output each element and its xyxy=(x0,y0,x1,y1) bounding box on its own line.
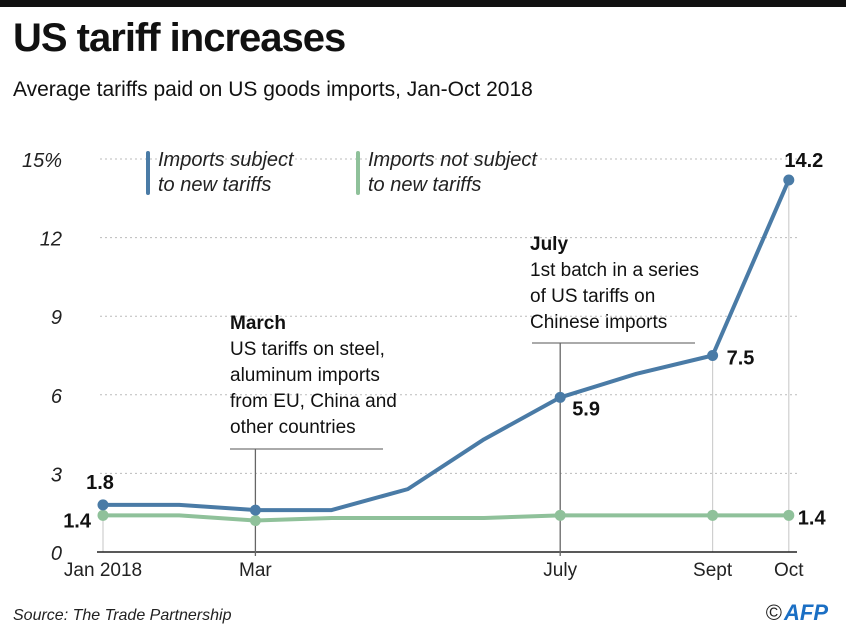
data-label: 1.4 xyxy=(63,510,92,532)
y-tick-label: 9 xyxy=(51,307,62,329)
legend-label: to new tariffs xyxy=(158,174,271,196)
source-note: Source: The Trade Partnership xyxy=(13,607,232,624)
y-tick-label: 3 xyxy=(51,464,62,486)
x-axis-ticks: Jan 2018 Mar July Sept Oct xyxy=(64,560,804,581)
annotation-text: aluminum imports xyxy=(230,365,380,386)
y-tick-label: 12 xyxy=(40,229,62,251)
legend-label: Imports subject xyxy=(158,149,295,171)
annotation-heading: March xyxy=(230,313,286,334)
afp-logo: ©AFP xyxy=(766,600,828,626)
data-point xyxy=(249,515,261,527)
x-tick-label: Sept xyxy=(693,560,733,581)
data-label: 14.2 xyxy=(784,150,823,172)
annotation-text: US tariffs on steel, xyxy=(230,339,385,360)
data-labels: 1.8 5.9 7.5 14.2 1.4 1.4 xyxy=(63,150,826,532)
annotation-text: 1st batch in a series xyxy=(530,260,699,281)
gridlines xyxy=(100,158,800,474)
data-point xyxy=(249,504,261,516)
legend-label: to new tariffs xyxy=(368,174,481,196)
y-tick-label: 0 xyxy=(51,543,62,565)
legend: Imports subject to new tariffs Imports not… xyxy=(146,149,538,196)
data-point xyxy=(707,350,719,361)
top-bar xyxy=(0,0,846,7)
data-point xyxy=(97,499,109,511)
data-point xyxy=(97,509,109,521)
series-lines xyxy=(97,174,795,527)
y-tick-label: 15% xyxy=(22,150,62,172)
data-point xyxy=(707,509,719,521)
legend-label: Imports not subject xyxy=(368,149,538,171)
data-label: 1.8 xyxy=(86,472,114,494)
chart-title: US tariff increases xyxy=(13,16,346,60)
y-axis-ticks: 0 3 6 9 12 15% xyxy=(22,150,63,565)
series-line xyxy=(103,513,789,523)
annotation-text: other countries xyxy=(230,417,356,438)
annotations: March US tariffs on steel, aluminum import… xyxy=(230,234,699,556)
data-point xyxy=(554,391,566,403)
x-tick-label: Oct xyxy=(774,560,804,581)
copyright-icon: © xyxy=(765,600,782,625)
data-point xyxy=(554,509,566,521)
data-point xyxy=(783,509,795,521)
annotation-text: of US tariffs on xyxy=(530,286,655,307)
data-label: 1.4 xyxy=(798,507,827,529)
chart-subtitle: Average tariffs paid on US goods imports… xyxy=(13,78,533,101)
data-point xyxy=(783,174,795,186)
series-line xyxy=(103,179,791,513)
annotation-text: Chinese imports xyxy=(530,312,667,333)
y-tick-label: 6 xyxy=(51,386,63,408)
x-tick-label: Mar xyxy=(239,560,272,581)
afp-wordmark: AFP xyxy=(784,600,828,625)
x-tick-label: July xyxy=(543,560,577,581)
x-tick-label: Jan 2018 xyxy=(64,560,142,581)
guide-lines xyxy=(102,179,790,552)
annotation-heading: July xyxy=(530,234,568,255)
data-label: 7.5 xyxy=(727,348,755,370)
data-label: 5.9 xyxy=(572,398,600,420)
annotation-text: from EU, China and xyxy=(230,391,397,412)
